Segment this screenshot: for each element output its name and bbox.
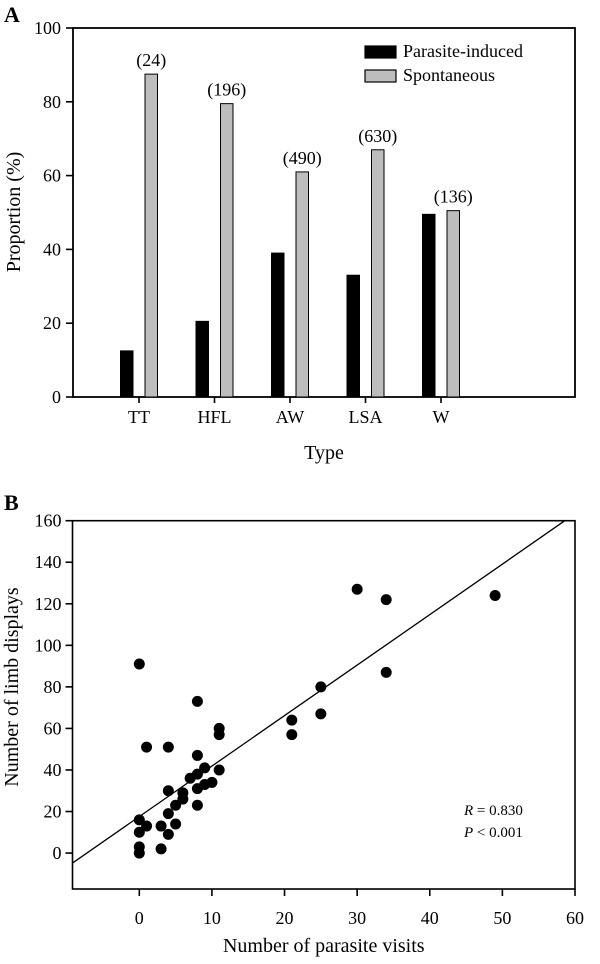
y-axis-tick-label: 80 xyxy=(44,677,62,697)
scatter-point xyxy=(162,785,174,797)
scatter-point xyxy=(155,843,167,855)
bar-spontaneous xyxy=(371,149,385,398)
bar-spontaneous xyxy=(144,73,158,398)
scatter-point xyxy=(177,787,189,799)
scatter-point xyxy=(133,658,145,670)
scatter-point xyxy=(170,818,182,830)
scatter-point xyxy=(133,826,145,838)
scatter-point xyxy=(380,666,392,678)
legend-label: Parasite-induced xyxy=(403,41,523,61)
panel-letter-b: B xyxy=(4,490,19,515)
scatter-point xyxy=(286,714,298,726)
scatter-point xyxy=(191,749,203,761)
x-axis-tick-label: HFL xyxy=(197,407,231,427)
x-axis-tick-label: 30 xyxy=(348,908,366,928)
y-axis-tick-label: 40 xyxy=(43,239,61,259)
scatter-point xyxy=(162,741,174,753)
plot-frame xyxy=(71,519,576,890)
scatter-point xyxy=(191,768,203,780)
legend-swatch-spontaneous xyxy=(364,69,397,83)
scatter-chart-svg: 0 10 20 30 40 50 60 0 20 40 60 80 100 120 140 160 R = 0.… xyxy=(1,511,584,957)
sample-size-label: (136) xyxy=(434,187,473,208)
stats-annotation: R = 0.830 xyxy=(463,803,523,819)
sample-size-label: (24) xyxy=(136,50,166,71)
x-axis-tick-label: 60 xyxy=(566,908,584,928)
x-axis-tick-label: LSA xyxy=(348,407,382,427)
bar-parasite-induced xyxy=(195,320,209,398)
scatter-point xyxy=(351,583,363,595)
y-axis-tick-label: 40 xyxy=(44,760,62,780)
scatter-point xyxy=(133,814,145,826)
y-axis-tick-label: 60 xyxy=(44,718,62,738)
scatter-point xyxy=(141,741,153,753)
bar-parasite-induced xyxy=(120,350,134,398)
y-axis-tick-label: 20 xyxy=(44,802,62,822)
sample-size-label: (490) xyxy=(283,148,322,169)
y-axis-tick-label: 100 xyxy=(35,635,62,655)
bar-chart-svg: 0 20 40 60 80 100 TT HFL AW LSA W (24) (196) (490) (63… xyxy=(3,18,576,464)
scatter-point xyxy=(489,589,501,601)
x-axis-tick-label: 10 xyxy=(203,908,221,928)
x-axis-tick-label: 50 xyxy=(493,908,511,928)
sample-size-label: (630) xyxy=(358,126,397,147)
scatter-point xyxy=(191,695,203,707)
scatter-point xyxy=(191,799,203,811)
stats-annotation: P < 0.001 xyxy=(463,825,523,841)
scatter-point xyxy=(315,708,327,720)
plot-frame xyxy=(72,27,576,398)
x-axis-tick-label: 20 xyxy=(276,908,294,928)
x-axis-title: Number of parasite visits xyxy=(223,935,425,957)
bar-parasite-induced xyxy=(271,252,285,398)
bar-parasite-induced xyxy=(346,274,360,398)
scatter-point xyxy=(380,594,392,606)
x-axis-tick-label: AW xyxy=(276,407,305,427)
x-axis-tick-label: W xyxy=(433,407,450,427)
x-axis-tick-label: 0 xyxy=(135,908,144,928)
scatter-point xyxy=(213,729,225,741)
y-axis-tick-label: 140 xyxy=(35,552,62,572)
y-axis-tick-label: 20 xyxy=(43,313,61,333)
y-axis-tick-label: 160 xyxy=(35,511,62,531)
y-axis-tick-label: 0 xyxy=(52,387,61,407)
y-axis-title: Number of limb displays xyxy=(1,587,23,787)
x-axis-tick-label: 40 xyxy=(421,908,439,928)
scatter-point xyxy=(170,799,182,811)
y-axis-tick-label: 120 xyxy=(35,594,62,614)
bar-spontaneous xyxy=(446,210,460,398)
scatter-point xyxy=(199,762,211,774)
legend-label: Spontaneous xyxy=(403,65,495,85)
scatter-point xyxy=(162,808,174,820)
sample-size-label: (196) xyxy=(207,80,246,101)
scatter-point xyxy=(206,776,218,788)
bar-spontaneous xyxy=(220,103,234,398)
scatter-point xyxy=(155,820,167,832)
legend-swatch-parasite-induced xyxy=(364,45,397,59)
scatter-point xyxy=(141,820,153,832)
y-axis-tick-label: 60 xyxy=(43,166,61,186)
panel-a: A 0 20 40 60 80 100 TT HFL AW LSA W (24) (196) (490) (… xyxy=(0,0,600,478)
y-axis-title: Proportion (%) xyxy=(3,152,25,273)
y-axis-tick-label: 100 xyxy=(34,18,61,38)
bar-spontaneous xyxy=(295,171,309,398)
panel-b: B 0 10 20 30 40 50 60 0 20 40 60 80 100 120 140 160 R = … xyxy=(0,478,600,964)
y-axis-tick-label: 80 xyxy=(43,92,61,112)
scatter-point xyxy=(162,828,174,840)
panel-letter-a: A xyxy=(4,2,20,27)
y-axis-tick-label: 0 xyxy=(53,843,62,863)
x-axis-title: Type xyxy=(304,442,344,464)
scatter-point xyxy=(315,681,327,693)
bar-parasite-induced xyxy=(422,213,436,398)
scatter-point xyxy=(213,764,225,776)
scatter-point xyxy=(286,729,298,741)
scatter-point xyxy=(133,847,145,859)
x-axis-tick-label: TT xyxy=(128,407,150,427)
